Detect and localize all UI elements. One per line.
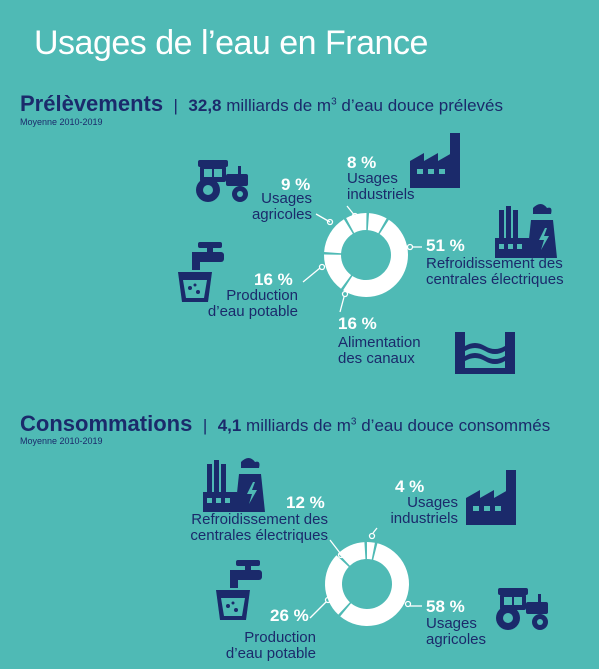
prel-label-canaux-l2: des canaux (338, 350, 415, 367)
prel-label-eau-potable-l1: Production (226, 287, 298, 304)
prel-label-industriels-l2: industriels (347, 186, 415, 203)
power-plant-icon (495, 204, 557, 258)
prelevements-slice-0 (346, 213, 367, 233)
consommations-value: 4,1 (217, 416, 242, 435)
canal-icon (455, 332, 515, 374)
cons-pct-agricoles: 58 % (426, 597, 465, 616)
prel-label-industriels-l1: Usages (347, 170, 398, 187)
prel-pct-eau-potable: 16 % (254, 270, 293, 289)
cons-pct-refroidissement: 12 % (286, 493, 325, 512)
consommations-slice-3 (324, 555, 350, 615)
tractor-icon (196, 160, 248, 202)
factory-icon (466, 470, 516, 525)
leader-dot-cons-agricoles (404, 600, 412, 608)
leader-dot-cons-eau-potable (324, 596, 332, 604)
cons-label-agricoles-l2: agricoles (426, 631, 487, 648)
prel-label-industriels: Usages industriels (347, 171, 415, 203)
cons-pct-industriels: 4 % (395, 477, 425, 496)
prel-label-eau-potable-l2: d’eau potable (207, 303, 298, 320)
consommations-text-b: d’eau douce consommés (356, 416, 551, 435)
prelevements-separator: | (173, 96, 178, 115)
leader-cons-refroidissement (329, 539, 341, 554)
leader-dot-prel-industriels (351, 212, 359, 220)
prelevements-text-b: d’eau douce prélevés (336, 96, 504, 115)
prel-pct-refroidissement: 51 % (426, 236, 465, 255)
prel-label-refroidissement: Refroidissement des centrales électrique… (426, 256, 564, 288)
consommations-summary: 4,1 milliards de m3 d’eau douce consommé… (218, 416, 551, 435)
consommations-sup: 3 (350, 416, 357, 428)
prelevements-slice-2 (343, 219, 408, 297)
cons-label-agricoles-l1: Usages (426, 615, 477, 632)
prel-label-eau-potable: Production d’eau potable (188, 288, 298, 320)
leader-prel-canaux (339, 296, 345, 313)
prel-pct-canaux: 16 % (338, 314, 377, 333)
cons-label-refroidissement-l2: centrales électriques (190, 527, 328, 544)
prelevements-header: Prélèvements | 32,8 milliards de m3 d’ea… (20, 91, 503, 117)
prelevements-note: Moyenne 2010-2019 (20, 117, 103, 127)
prel-pct-industriels: 8 % (347, 153, 377, 172)
leader-dot-prel-canaux (341, 290, 349, 298)
cons-label-agricoles: Usages agricoles (426, 616, 486, 648)
factory-icon (410, 133, 460, 188)
leader-dot-cons-refroidissement (337, 551, 345, 559)
cons-pct-eau-potable: 26 % (270, 606, 309, 625)
cons-label-eau-potable-l1: Production (244, 629, 316, 646)
cons-label-industriels: Usages industriels (360, 495, 458, 527)
prelevements-slice-1 (367, 213, 387, 234)
cons-label-eau-potable: Production d’eau potable (200, 630, 316, 662)
leader-prel-eau-potable (302, 267, 321, 283)
prelevements-heading: Prélèvements (20, 91, 164, 116)
cons-label-eau-potable-l2: d’eau potable (225, 645, 316, 662)
prel-label-agricoles: Usages agricoles (222, 191, 312, 223)
prelevements-slice-4 (324, 219, 353, 254)
leader-cons-industriels (372, 527, 378, 534)
consommations-text-a: milliards de m (241, 416, 351, 435)
consommations-note: Moyenne 2010-2019 (20, 436, 103, 446)
page-title: Usages de l’eau en France (34, 24, 428, 62)
prelevements-slice-3 (324, 254, 352, 289)
consommations-header: Consommations | 4,1 milliards de m3 d’ea… (20, 411, 550, 437)
leader-dot-prel-refroidissement (406, 243, 414, 251)
prel-pct-agricoles: 9 % (281, 175, 311, 194)
prelevements-leader-lines (302, 205, 422, 313)
consommations-leader-lines (309, 527, 422, 619)
tractor-icon (496, 588, 548, 630)
prel-label-agricoles-l2: agricoles (251, 206, 312, 223)
prelevements-value: 32,8 (188, 96, 222, 115)
consommations-donut (324, 541, 410, 627)
leader-cons-eau-potable (309, 601, 327, 619)
power-plant-icon (203, 458, 265, 512)
cons-label-refroidissement: Refroidissement des centrales électrique… (160, 512, 328, 544)
prel-label-refroidissement-l2: centrales électriques (426, 271, 564, 288)
consommations-slice-2 (340, 543, 410, 627)
leader-dot-prel-eau-potable (318, 263, 326, 271)
prel-label-agricoles-l1: Usages (261, 190, 312, 207)
prelevements-donut (324, 213, 408, 297)
prelevements-text-a: milliards de m (221, 96, 332, 115)
faucet-glass-icon (216, 560, 262, 620)
cons-label-industriels-l2: industriels (390, 510, 458, 527)
consommations-heading: Consommations (20, 411, 193, 436)
consommations-separator: | (202, 416, 208, 435)
leader-dot-cons-industriels (368, 532, 376, 540)
consommations-slice-1 (366, 541, 375, 560)
consommations-slice-0 (338, 542, 366, 566)
prel-label-refroidissement-l1: Refroidissement des (426, 255, 563, 272)
cons-label-industriels-l1: Usages (407, 494, 458, 511)
cons-label-refroidissement-l1: Refroidissement des (191, 511, 328, 528)
prel-label-canaux-l1: Alimentation (338, 334, 421, 351)
prelevements-sup: 3 (331, 96, 337, 108)
faucet-glass-icon (178, 242, 224, 302)
prel-label-canaux: Alimentation des canaux (338, 335, 421, 367)
prelevements-summary: 32,8 milliards de m3 d’eau douce prélevé… (188, 96, 503, 115)
leader-dot-prel-agricoles (326, 218, 334, 226)
